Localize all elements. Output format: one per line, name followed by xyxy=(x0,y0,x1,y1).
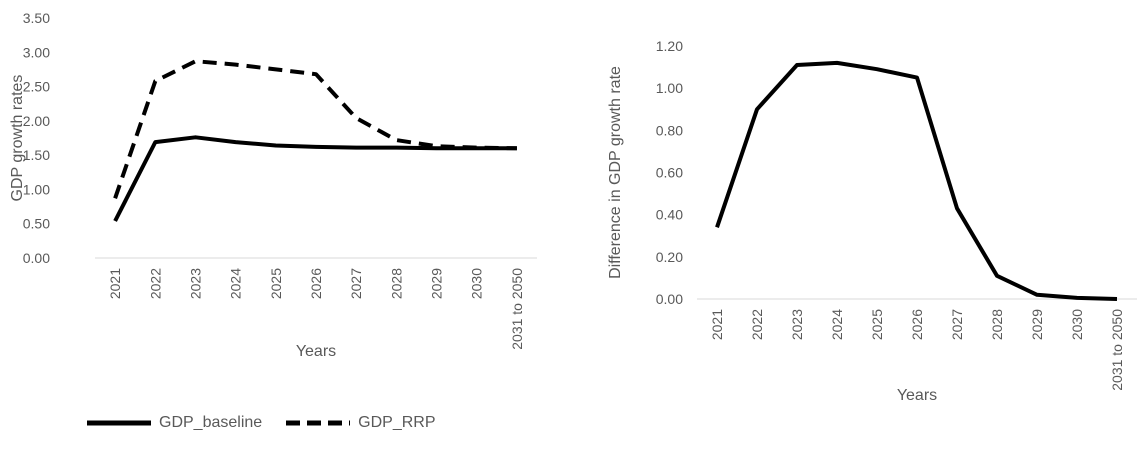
x-tick-label: 2029 xyxy=(429,268,445,299)
x-tick-label: 2023 xyxy=(789,309,805,340)
x-axis-title: Years xyxy=(897,387,937,404)
x-tick-label: 2022 xyxy=(749,309,765,340)
y-tick-label: 0.00 xyxy=(656,291,683,307)
legend-swatch-solid xyxy=(87,420,151,426)
y-tick-label: 0.60 xyxy=(656,165,683,181)
y-tick-label: 3.50 xyxy=(23,10,50,26)
y-tick-label: 1.00 xyxy=(656,80,683,96)
y-tick-label: 0.80 xyxy=(656,122,683,138)
x-tick-label: 2031 to 2050 xyxy=(509,268,525,350)
x-tick-label: 2030 xyxy=(1069,309,1085,340)
left-chart: 0.00 0.50 1.00 1.50 2.00 2.50 3.00 3.50 2021 2022… xyxy=(9,10,537,360)
x-tick-label: 2028 xyxy=(989,309,1005,340)
x-tick-label: 2025 xyxy=(869,309,885,340)
x-tick-label: 2030 xyxy=(469,268,485,299)
series-line-gdp-rrp xyxy=(113,59,517,199)
x-tick-label: 2024 xyxy=(228,268,244,299)
x-tick-label: 2031 to 2050 xyxy=(1109,309,1125,391)
x-tick-label: 2026 xyxy=(909,309,925,340)
y-tick-label: 1.50 xyxy=(23,147,50,163)
legend-swatch-dashed xyxy=(286,420,351,426)
x-axis-title: Years xyxy=(296,343,336,360)
y-axis-title: Difference in GDP growth rate xyxy=(607,66,624,279)
legend: GDP_baseline GDP_RRP xyxy=(85,414,458,432)
x-tick-label: 2021 xyxy=(709,309,725,340)
x-tick-label: 2028 xyxy=(388,268,404,299)
x-tick-label: 2029 xyxy=(1029,309,1045,340)
legend-item-baseline: GDP_baseline xyxy=(85,414,262,432)
y-tick-label: 0.20 xyxy=(656,249,683,265)
y-tick-label: 3.00 xyxy=(23,44,50,60)
x-tick-label: 2024 xyxy=(829,309,845,340)
x-tick-label: 2025 xyxy=(268,268,284,299)
y-tick-label: 2.00 xyxy=(23,113,50,129)
x-tick-label: 2021 xyxy=(107,268,123,299)
x-tick-label: 2027 xyxy=(348,268,364,299)
y-tick-label: 2.50 xyxy=(23,79,50,95)
y-tick-label: 1.00 xyxy=(23,181,50,197)
series-line-difference xyxy=(715,60,1118,301)
y-tick-label: 1.20 xyxy=(656,38,683,54)
x-tick-label: 2023 xyxy=(187,268,203,299)
y-tick-label: 0.50 xyxy=(23,216,50,232)
x-tick-label: 2026 xyxy=(308,268,324,299)
y-tick-label: 0.00 xyxy=(23,250,50,266)
y-axis-title: GDP growth rates xyxy=(9,75,26,202)
legend-label: GDP_RRP xyxy=(358,414,436,431)
x-tick-label: 2027 xyxy=(949,309,965,340)
x-tick-label: 2022 xyxy=(147,268,163,299)
y-tick-label: 0.40 xyxy=(656,207,683,223)
legend-label: GDP_baseline xyxy=(159,414,263,431)
legend-item-rrp: GDP_RRP xyxy=(284,414,436,432)
